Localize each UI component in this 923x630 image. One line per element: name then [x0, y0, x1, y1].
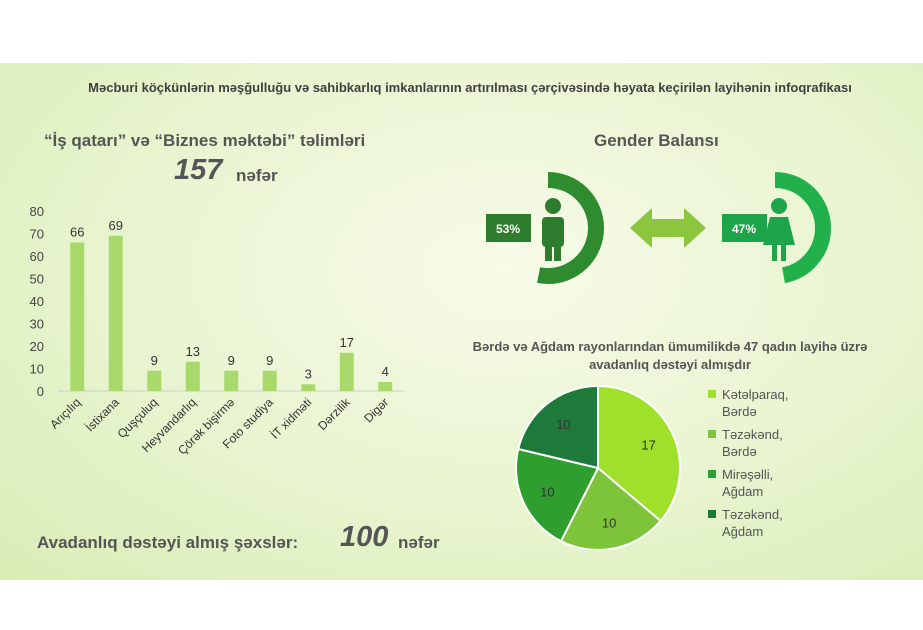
x-tick-label: Dərzilik — [315, 395, 353, 433]
y-tick-label: 60 — [30, 249, 44, 264]
legend-label: Təzəkənd, Ağdam — [722, 507, 783, 539]
page-title: Məcburi köçkünlərin məşğulluğu və sahibk… — [88, 80, 852, 95]
data-label: 13 — [186, 344, 200, 359]
pie-data-label: 10 — [556, 417, 570, 432]
male-ring-fill — [492, 172, 604, 284]
gender-graphic: 53% 47% — [486, 172, 831, 284]
infographic-panel — [0, 63, 923, 580]
female-ring — [719, 172, 831, 284]
male-ring — [492, 172, 604, 284]
male-percent: 53% — [496, 222, 520, 236]
y-tick-label: 30 — [30, 317, 44, 332]
y-tick-label: 10 — [30, 362, 44, 377]
male-percent-box — [486, 214, 531, 242]
data-label: 9 — [266, 353, 273, 368]
legend-label: Mirəşəlli, Ağdam — [722, 467, 774, 499]
y-tick-label: 20 — [30, 339, 44, 354]
data-label: 3 — [305, 366, 312, 381]
data-label: 69 — [109, 218, 123, 233]
legend-item: Təzəkənd, Bərdə — [708, 426, 828, 466]
data-label: 66 — [70, 225, 84, 240]
data-label: 9 — [228, 353, 235, 368]
legend-swatch — [708, 510, 716, 518]
male-icon — [542, 198, 564, 261]
legend-item: Təzəkənd, Ağdam — [708, 506, 828, 546]
female-icon — [763, 198, 795, 261]
pie-data-label: 10 — [602, 516, 616, 531]
training-count: 157 — [174, 154, 223, 186]
equipment-unit: nəfər — [398, 533, 440, 552]
equipment-label: Avadanlıq dəstəyi almış şəxslər: — [37, 533, 299, 552]
pie-slice — [597, 384, 681, 523]
pie-data-label: 17 — [641, 438, 655, 453]
pie-slice — [517, 384, 599, 470]
pie-data-label: 10 — [540, 484, 554, 499]
bar — [224, 370, 239, 391]
legend-swatch — [708, 430, 716, 438]
bar — [301, 384, 316, 391]
bar — [108, 235, 123, 391]
bar — [70, 242, 85, 391]
pie-legend: Kətəlparaq, Bərdə Təzəkənd, Bərdə Mirəşə… — [708, 386, 828, 546]
pie-slice — [559, 466, 663, 550]
y-tick-label: 0 — [37, 384, 44, 399]
equipment-count: 100 — [340, 521, 389, 553]
bar — [378, 382, 393, 391]
bar — [339, 352, 354, 391]
bar-chart: 0102030405060708066Arıçılıq69İstixana9Qu… — [30, 204, 405, 457]
bar — [185, 361, 200, 391]
pie-chart: 17 10 10 10 — [515, 384, 681, 550]
pie-slice — [515, 447, 600, 543]
legend-swatch — [708, 390, 716, 398]
female-percent-box — [722, 214, 767, 242]
x-tick-label: İT xidməti — [268, 395, 315, 442]
pie-title: Bərdə və Ağdam rayonlarından ümumilikdə … — [472, 339, 868, 372]
legend-item: Mirəşəlli, Ağdam — [708, 466, 828, 506]
x-tick-label: Digər — [361, 395, 391, 425]
data-label: 17 — [340, 335, 354, 350]
data-label: 4 — [382, 364, 389, 379]
legend-item: Kətəlparaq, Bərdə — [708, 386, 828, 426]
legend-swatch — [708, 470, 716, 478]
x-tick-label: Arıçılıq — [47, 395, 83, 431]
y-tick-label: 70 — [30, 227, 44, 242]
y-tick-label: 40 — [30, 294, 44, 309]
gender-title: Gender Balansı — [594, 131, 719, 150]
legend-label: Kətəlparaq, Bərdə — [722, 387, 789, 419]
legend-label: Təzəkənd, Bərdə — [722, 427, 783, 459]
bar — [262, 370, 277, 391]
training-unit: nəfər — [236, 166, 278, 185]
bar — [147, 370, 162, 391]
y-tick-label: 50 — [30, 272, 44, 287]
data-label: 9 — [151, 353, 158, 368]
double-arrow-icon — [630, 208, 706, 248]
y-tick-label: 80 — [30, 204, 44, 219]
female-percent: 47% — [732, 222, 756, 236]
training-title: “İş qatarı” və “Biznes məktəbi” təlimlər… — [44, 131, 366, 150]
